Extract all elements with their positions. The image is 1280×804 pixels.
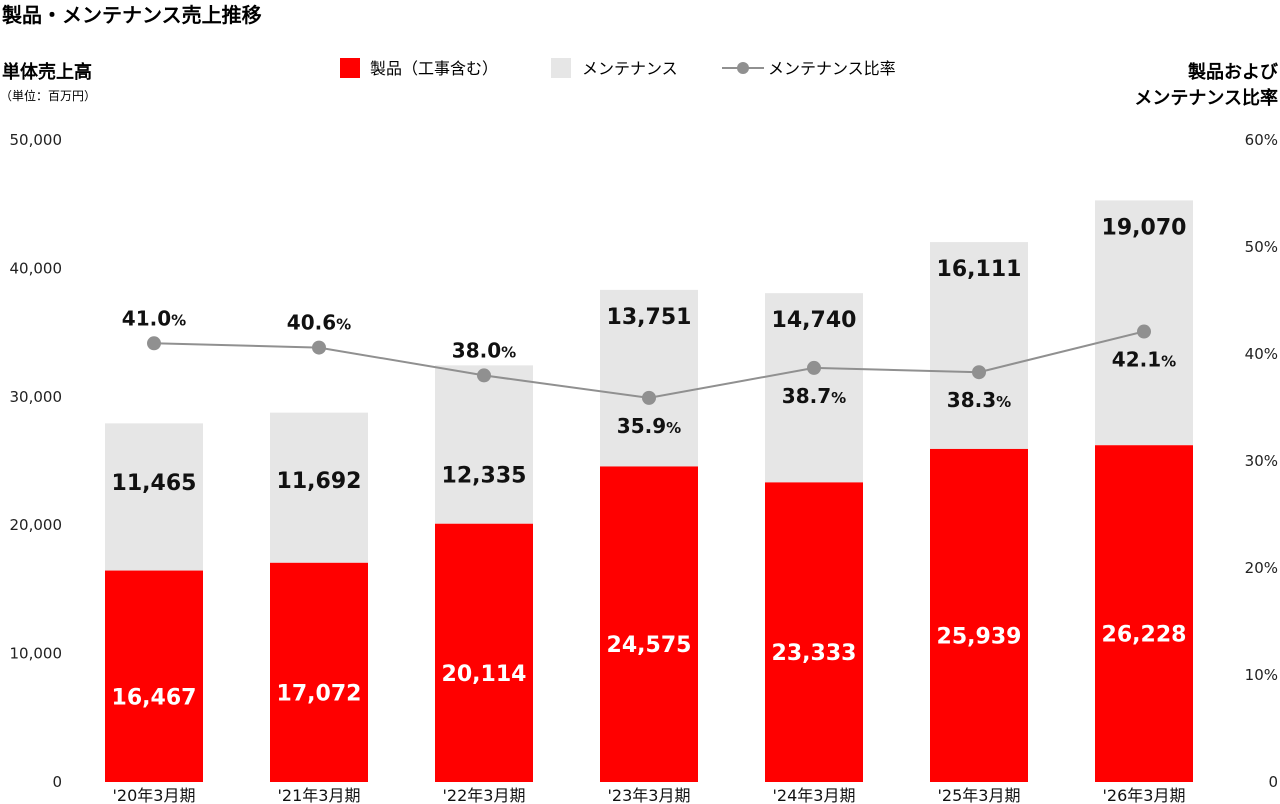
ratio-value-label: 42.1%	[1112, 348, 1176, 372]
maintenance-bar	[765, 293, 863, 483]
x-category-label: '22年3月期	[443, 786, 526, 804]
ratio-value-label: 38.3%	[947, 388, 1011, 412]
ratio-point	[642, 390, 656, 405]
maintenance-value-label: 13,751	[607, 305, 692, 330]
y-axis-ticks: 0 10,000 20,000 30,000 40,000 50,000	[10, 131, 63, 791]
x-category-label: '26年3月期	[1103, 786, 1186, 804]
product-bar	[600, 466, 698, 782]
legend-swatch-maintenance	[551, 58, 571, 78]
maintenance-value-label: 19,070	[1102, 215, 1187, 240]
legend-label-ratio: メンテナンス比率	[768, 59, 896, 78]
y-tick-label: 40,000	[10, 259, 63, 277]
maintenance-bar	[600, 289, 698, 467]
y-axis-label: 単体売上高	[2, 61, 92, 83]
y2-tick-label: 60%	[1245, 131, 1278, 149]
y2-tick-label: 20%	[1245, 559, 1278, 577]
y2-tick-label: 10%	[1245, 666, 1278, 684]
ratio-point	[477, 368, 491, 383]
ratio-value-label: 38.0%	[452, 338, 516, 362]
x-category-label: '21年3月期	[278, 786, 361, 804]
product-bar	[270, 562, 368, 782]
y2-axis-ticks: 0 10% 20% 30% 40% 50% 60%	[1245, 131, 1278, 791]
maintenance-value-label: 14,740	[772, 308, 857, 333]
y2-tick-label: 30%	[1245, 452, 1278, 470]
y2-axis-label-line2: メンテナンス比率	[1134, 87, 1278, 109]
ratio-point	[1137, 324, 1151, 339]
y-tick-label: 30,000	[10, 388, 63, 406]
maintenance-bar	[930, 242, 1028, 449]
chart-title: 製品・メンテナンス売上推移	[2, 3, 262, 27]
maintenance-value-label: 16,111	[937, 257, 1022, 282]
y2-tick-label: 50%	[1245, 238, 1278, 256]
legend-label-maintenance: メンテナンス	[582, 59, 678, 78]
product-value-label: 23,333	[772, 641, 857, 666]
ratio-value-label: 35.9%	[617, 414, 681, 438]
ratio-point	[807, 360, 821, 375]
y-tick-label: 20,000	[10, 516, 63, 534]
ratio-line-series: 41.0% 40.6% 38.0% 35.9% 38.7% 38.3% 42.1%	[122, 306, 1176, 438]
y-axis-unit: （単位：百万円）	[0, 88, 96, 103]
legend: 製品（工事含む） メンテナンス メンテナンス比率	[340, 58, 896, 78]
maintenance-value-label: 11,692	[277, 469, 362, 494]
maintenance-bar	[1095, 200, 1193, 446]
product-bar	[1095, 445, 1193, 782]
legend-marker-ratio	[737, 62, 749, 74]
ratio-value-label: 40.6%	[287, 311, 351, 335]
x-category-label: '23年3月期	[608, 786, 691, 804]
y-tick-label: 50,000	[10, 131, 63, 149]
product-bar	[435, 523, 533, 782]
product-value-label: 17,072	[277, 681, 362, 706]
ratio-point	[312, 340, 326, 355]
ratio-value-label: 41.0%	[122, 306, 186, 330]
legend-swatch-product	[340, 58, 360, 78]
maintenance-bar	[270, 412, 368, 563]
maintenance-bar	[435, 365, 533, 524]
x-category-label: '24年3月期	[773, 786, 856, 804]
product-bar	[105, 570, 203, 782]
y2-axis-label-line1: 製品および	[1187, 62, 1279, 83]
product-value-label: 16,467	[112, 685, 197, 710]
y2-tick-label: 0	[1268, 773, 1278, 791]
ratio-value-label: 38.7%	[782, 384, 846, 408]
product-bar	[930, 448, 1028, 782]
product-value-label: 24,575	[607, 633, 692, 658]
x-category-label: '20年3月期	[113, 786, 196, 804]
y2-tick-label: 40%	[1245, 345, 1278, 363]
y-tick-label: 0	[52, 773, 62, 791]
ratio-point	[147, 336, 161, 351]
maintenance-value-label: 12,335	[442, 464, 527, 489]
x-axis-categories: '20年3月期 '21年3月期 '22年3月期 '23年3月期 '24年3月期 '25年3…	[113, 786, 1186, 804]
x-category-label: '25年3月期	[938, 786, 1021, 804]
ratio-point	[972, 365, 986, 380]
product-value-label: 25,939	[937, 624, 1022, 649]
legend-label-product: 製品（工事含む）	[370, 59, 498, 78]
bar-series: 16,467 17,072 20,114 24,575 23,333 25,939 26,2…	[105, 200, 1193, 782]
product-value-label: 26,228	[1102, 623, 1187, 648]
y-tick-label: 10,000	[10, 645, 63, 663]
product-value-label: 20,114	[442, 662, 527, 687]
maintenance-value-label: 11,465	[112, 471, 197, 496]
maintenance-bar	[105, 423, 203, 571]
product-bar	[765, 482, 863, 782]
